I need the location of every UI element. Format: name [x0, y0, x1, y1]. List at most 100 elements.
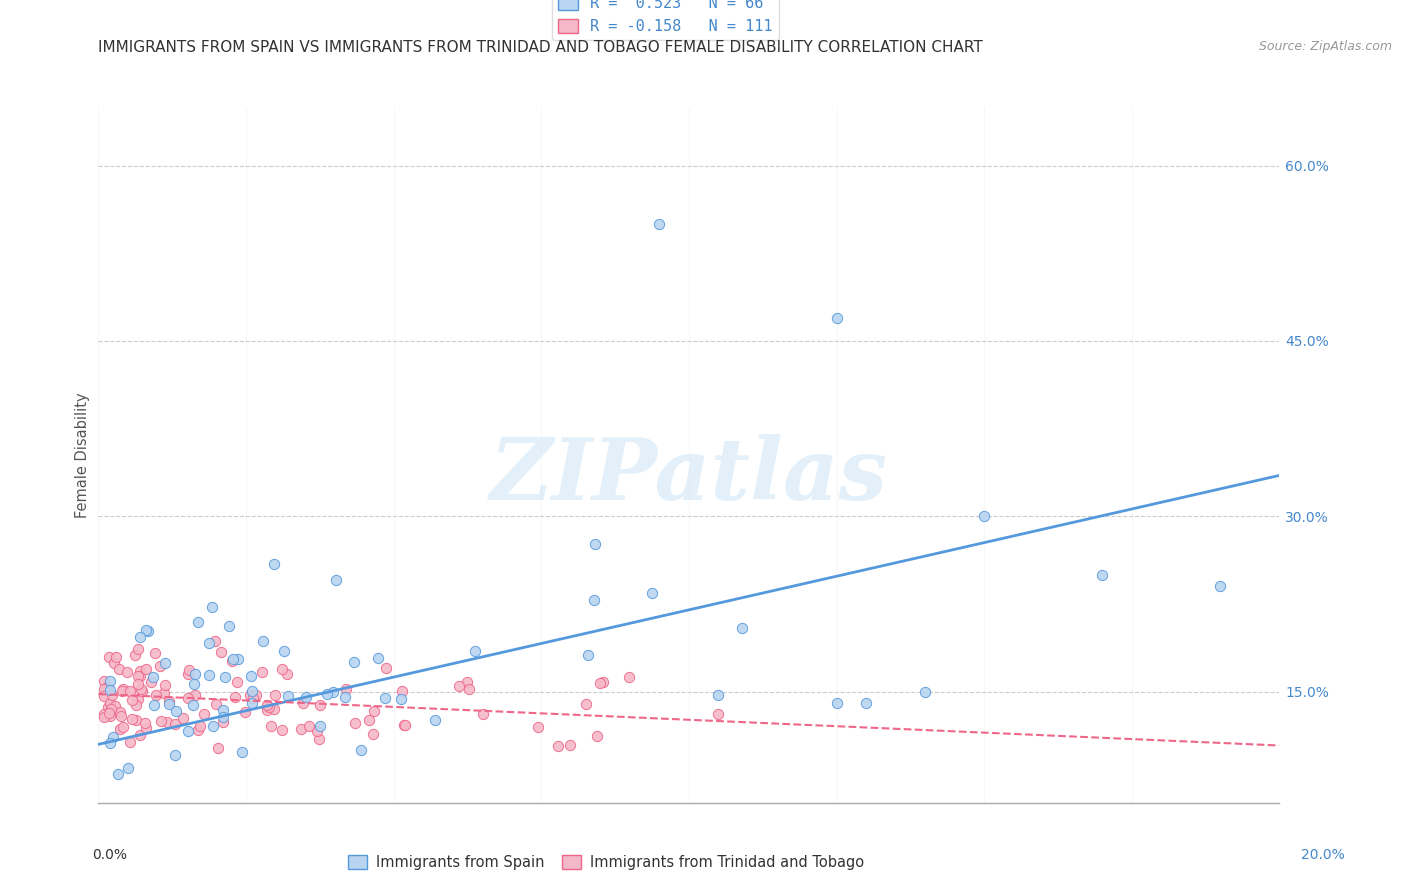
Point	[187, 723, 209, 737]
Point	[322, 685, 344, 699]
Point	[157, 694, 180, 708]
Point	[914, 684, 936, 698]
Point	[335, 681, 357, 696]
Point	[93, 707, 115, 722]
Point	[153, 656, 176, 670]
Point	[1091, 567, 1114, 582]
Point	[97, 650, 120, 665]
Point	[131, 682, 153, 697]
Point	[211, 715, 233, 730]
Point	[128, 664, 150, 678]
Point	[104, 649, 127, 664]
Point	[456, 674, 478, 689]
Point	[730, 622, 752, 636]
Point	[202, 718, 225, 732]
Point	[295, 690, 318, 705]
Point	[308, 731, 330, 746]
Point	[176, 691, 198, 706]
Point	[156, 715, 179, 730]
Point	[260, 719, 283, 733]
Point	[107, 766, 129, 780]
Point	[231, 745, 253, 759]
Point	[125, 713, 148, 727]
Point	[131, 683, 153, 698]
Point	[221, 652, 243, 666]
Point	[165, 717, 187, 731]
Point	[583, 537, 606, 551]
Point	[198, 636, 221, 650]
Text: ZIPatlas: ZIPatlas	[489, 434, 889, 517]
Point	[104, 698, 127, 713]
Point	[204, 633, 226, 648]
Point	[233, 706, 256, 720]
Point	[239, 689, 262, 703]
Point	[256, 703, 278, 717]
Point	[96, 680, 118, 694]
Point	[120, 735, 142, 749]
Point	[153, 686, 176, 700]
Point	[252, 634, 274, 648]
Point	[129, 669, 152, 683]
Point	[391, 683, 413, 698]
Point	[127, 677, 149, 691]
Point	[111, 720, 134, 734]
Point	[463, 644, 485, 658]
Point	[271, 723, 294, 737]
Point	[111, 682, 134, 697]
Point	[221, 654, 243, 668]
Point	[135, 721, 157, 735]
Point	[707, 688, 730, 702]
Point	[707, 707, 730, 722]
Point	[305, 724, 328, 739]
Point	[201, 599, 224, 614]
Point	[127, 668, 149, 682]
Point	[157, 697, 180, 711]
Point	[183, 677, 205, 691]
Point	[172, 711, 194, 725]
Point	[149, 658, 172, 673]
Point	[184, 688, 207, 702]
Point	[224, 690, 246, 704]
Point	[183, 667, 205, 681]
Point	[145, 688, 167, 702]
Point	[97, 700, 120, 714]
Point	[129, 728, 152, 742]
Point	[124, 648, 146, 662]
Point	[141, 670, 163, 684]
Point	[110, 722, 132, 736]
Point	[121, 693, 143, 707]
Point	[271, 662, 294, 676]
Point	[121, 712, 143, 726]
Point	[825, 310, 848, 325]
Point	[648, 217, 671, 231]
Point	[619, 670, 641, 684]
Point	[308, 719, 330, 733]
Point	[181, 698, 204, 713]
Point	[547, 739, 569, 754]
Point	[263, 688, 285, 702]
Point	[588, 676, 610, 690]
Point	[212, 710, 235, 724]
Point	[125, 698, 148, 712]
Text: Source: ZipAtlas.com: Source: ZipAtlas.com	[1258, 40, 1392, 54]
Point	[361, 727, 384, 741]
Point	[574, 698, 596, 712]
Point	[207, 740, 229, 755]
Point	[128, 630, 150, 644]
Point	[256, 698, 278, 712]
Text: 0.0%: 0.0%	[93, 848, 128, 862]
Point	[240, 684, 263, 698]
Point	[139, 675, 162, 690]
Point	[273, 644, 295, 658]
Point	[276, 667, 298, 681]
Point	[214, 669, 236, 683]
Point	[150, 714, 173, 728]
Point	[309, 698, 332, 713]
Point	[103, 656, 125, 670]
Text: 20.0%: 20.0%	[1301, 848, 1344, 862]
Point	[107, 662, 129, 676]
Point	[134, 715, 156, 730]
Point	[118, 684, 141, 698]
Point	[193, 706, 215, 721]
Point	[98, 683, 121, 698]
